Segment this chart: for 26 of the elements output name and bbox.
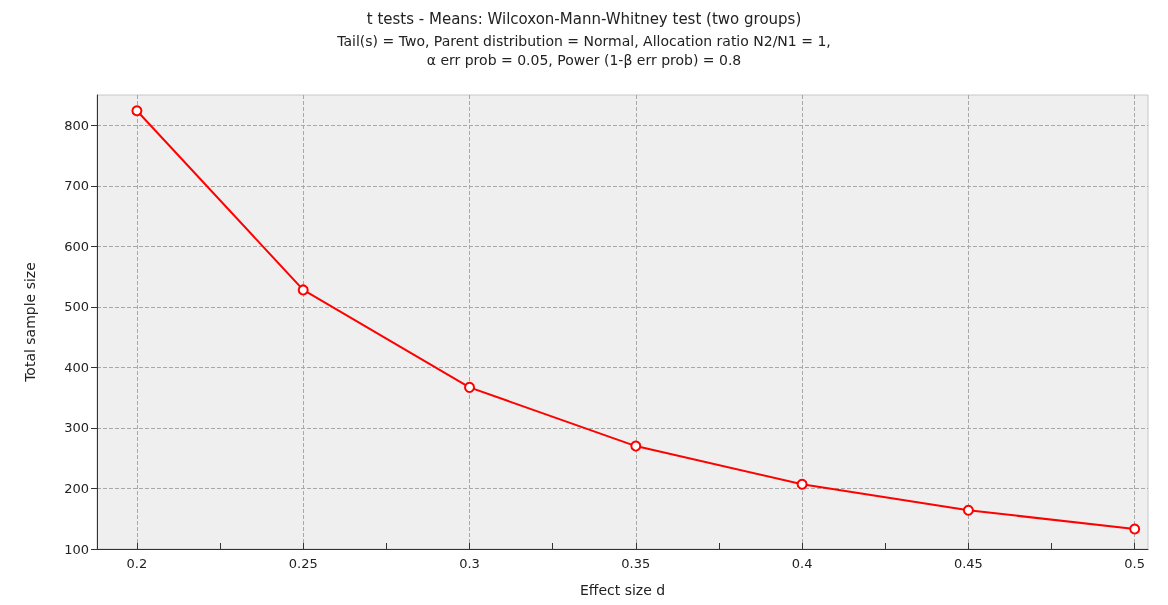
x-tick-label: 0.5: [1124, 556, 1146, 571]
x-tick-label: 0.25: [288, 556, 318, 571]
x-tick-label: 0.35: [621, 556, 651, 571]
y-axis-title: Total sample size: [22, 262, 38, 383]
x-tick-label: 0.3: [459, 556, 480, 571]
y-tick-label: 500: [64, 299, 89, 315]
y-tick-label: 100: [64, 541, 89, 557]
point: [464, 381, 476, 393]
x-tick-label: 0.2: [126, 556, 148, 571]
y-tick-label: 300: [64, 420, 89, 436]
chart-title: t tests - Means: Wilcoxon-Mann-Whitney test (two groups): [366, 9, 802, 28]
point: [796, 478, 808, 490]
point: [1129, 523, 1141, 535]
y-tick-label: 600: [64, 238, 89, 254]
y-tick-label: 800: [64, 117, 89, 133]
x-axis-title: Effect size d: [579, 582, 666, 598]
y-tick-label: 700: [64, 178, 89, 194]
point: [962, 504, 974, 516]
point: [297, 284, 309, 296]
chart-subtitle: Tail(s) = Two, Parent distribution = Normal, Allocation ratio N2/N1 = 1, α err prob = 0.05, Power (1-β err prob) = 0.8: [336, 32, 831, 68]
y-tick-label: 200: [64, 480, 89, 496]
point: [630, 440, 642, 452]
x-tick-label: 0.45: [953, 556, 983, 571]
y-tick-label: 400: [64, 359, 89, 375]
point: [131, 105, 143, 117]
x-tick-label: 0.4: [791, 556, 813, 571]
